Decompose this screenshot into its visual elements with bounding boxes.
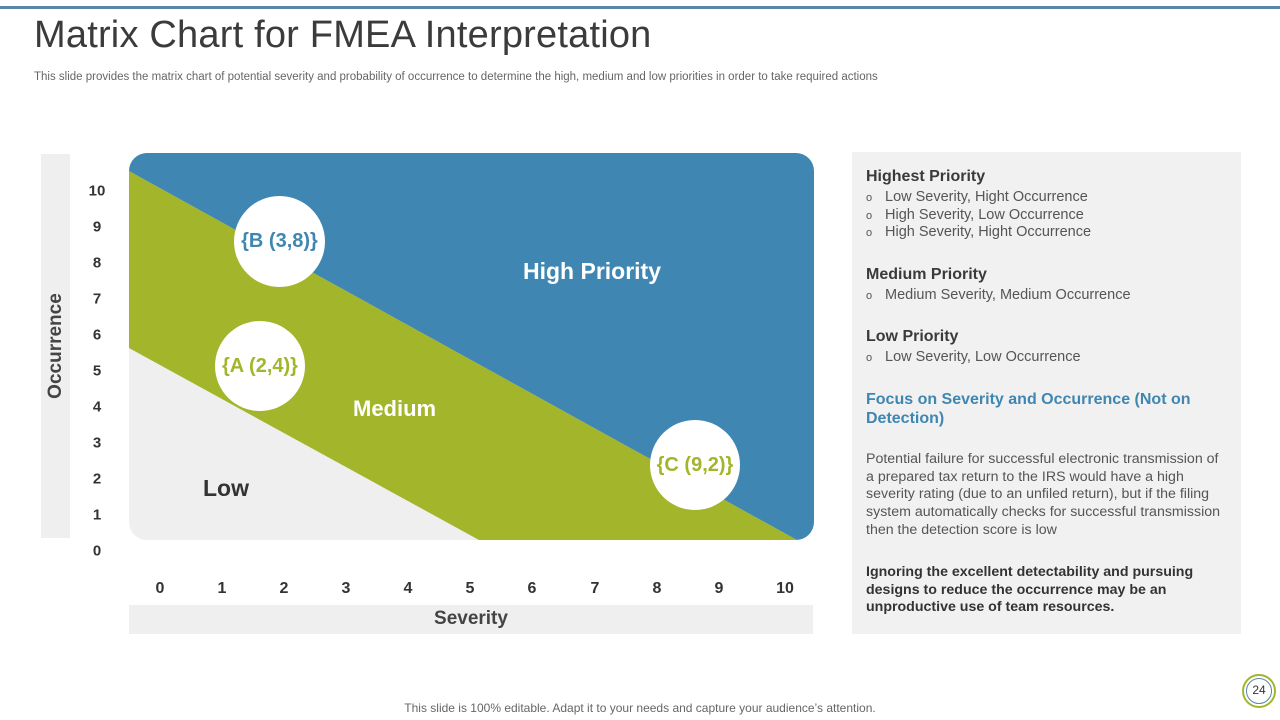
- low-zone-label: Low: [203, 475, 249, 501]
- x-tick-label: 5: [465, 580, 475, 597]
- y-tick-label: 4: [92, 398, 102, 416]
- y-tick-label: 8: [92, 254, 102, 272]
- slide-subtitle: This slide provides the matrix chart of …: [34, 71, 878, 83]
- point-a-marker: {A (2,4)}: [215, 321, 305, 411]
- y-tick-label: 7: [92, 290, 102, 308]
- occurrence-axis-label: Occurrence: [45, 293, 66, 399]
- list-item: o Medium Severity, Medium Occurrence: [866, 287, 1131, 303]
- page-badge-icon: [1242, 674, 1276, 708]
- list-item: o Low Severity, Hight Occurrence: [866, 189, 1088, 205]
- y-tick-label: 5: [92, 362, 102, 380]
- x-tick-label: 2: [279, 580, 289, 597]
- recommendation-note: Ignoring the excellent detectability and…: [866, 564, 1194, 616]
- y-tick-label: 1: [92, 506, 102, 524]
- x-tick-label: 7: [590, 580, 600, 597]
- y-tick-label: 9: [92, 218, 102, 236]
- y-tick-label: 0: [92, 542, 102, 560]
- list-item: o High Severity, Hight Occurrence: [866, 224, 1092, 240]
- top-accent-rule: [0, 6, 1280, 9]
- x-tick-label: 8: [652, 580, 662, 597]
- focus-heading: Focus on Severity and Occurrence (Not on…: [866, 391, 1191, 427]
- severity-axis-band: [129, 605, 813, 634]
- list-item: o High Severity, Low Occurrence: [866, 207, 1084, 223]
- medium-priority-heading: Medium Priority: [866, 266, 987, 283]
- x-tick-label: 1: [217, 580, 227, 597]
- high-priority-zone-label: High Priority: [523, 258, 662, 284]
- highest-priority-heading: Highest Priority: [866, 168, 986, 185]
- x-tick-label: 3: [341, 580, 351, 597]
- bullet-circle-icon: o: [866, 192, 873, 204]
- x-tick-label: 4: [403, 580, 413, 597]
- x-tick-label: 10: [776, 580, 794, 597]
- y-tick-label: 6: [92, 326, 102, 344]
- bullet-circle-icon: o: [866, 352, 873, 364]
- slide-title: Matrix Chart for FMEA Interpretation: [34, 14, 652, 56]
- x-tick-label: 6: [527, 580, 537, 597]
- bullet-circle-icon: o: [866, 227, 873, 239]
- severity-axis-label: Severity: [434, 608, 508, 629]
- y-tick-label: 10: [88, 182, 106, 200]
- low-priority-heading: Low Priority: [866, 328, 959, 345]
- y-tick-label: 2: [92, 470, 102, 488]
- bullet-circle-icon: o: [866, 290, 873, 302]
- slide-footer: This slide is 100% editable. Adapt it to…: [404, 701, 876, 715]
- occurrence-axis-band: [41, 154, 70, 538]
- point-b-marker: {B (3,8)}: [234, 196, 325, 287]
- y-tick-label: 3: [92, 434, 102, 452]
- list-item: o Low Severity, Low Occurrence: [866, 349, 1081, 365]
- medium-zone-label: Medium: [353, 396, 437, 421]
- priority-legend-panel: [852, 152, 1241, 634]
- point-c-marker: {C (9,2)}: [650, 420, 740, 510]
- bullet-circle-icon: o: [866, 210, 873, 222]
- example-description: Potential failure for successful electro…: [866, 451, 1221, 538]
- x-tick-label: 0: [155, 580, 165, 597]
- x-tick-label: 9: [714, 580, 724, 597]
- page-number: 24: [1252, 683, 1266, 697]
